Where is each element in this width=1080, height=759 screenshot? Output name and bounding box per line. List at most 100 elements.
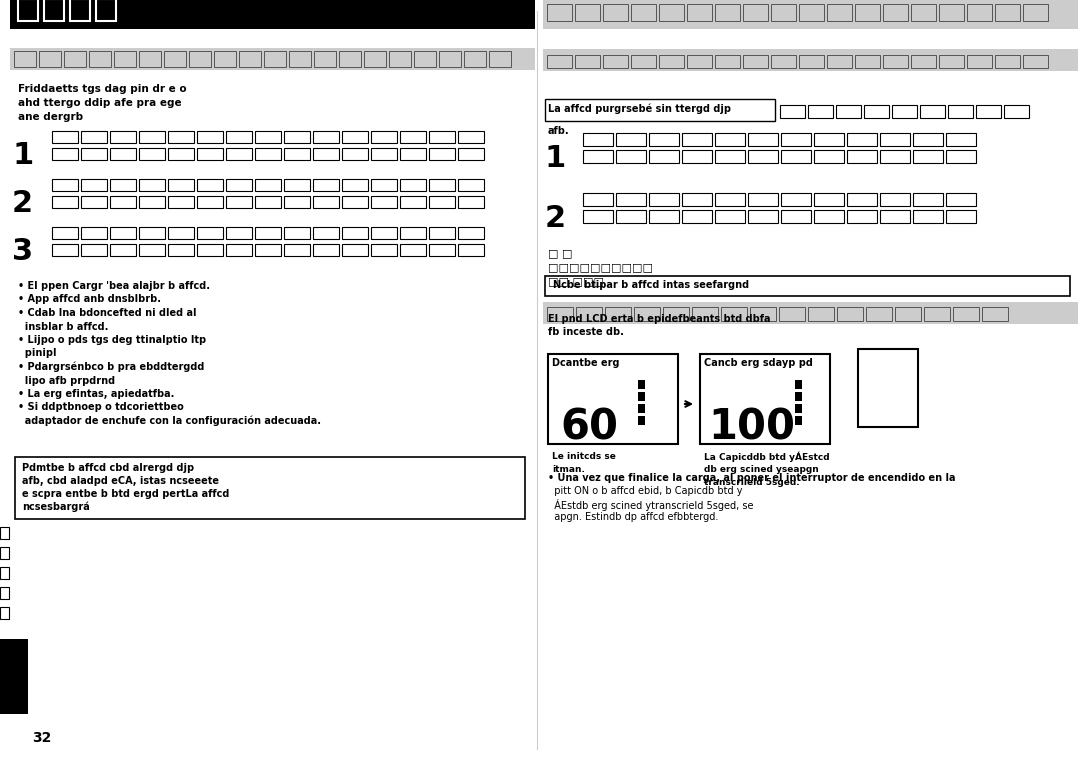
Bar (110, 148, 136, 160)
Bar (284, 196, 310, 208)
Bar (429, 244, 455, 256)
Bar (913, 193, 943, 206)
Bar (429, 131, 455, 143)
Bar (284, 244, 310, 256)
Bar (545, 99, 775, 121)
Bar (634, 307, 660, 321)
Bar (880, 150, 910, 163)
Bar (543, 0, 1078, 29)
Bar (750, 307, 777, 321)
Text: apgn. Estindb dp affcd efbbtergd.: apgn. Estindb dp affcd efbbtergd. (548, 512, 718, 522)
Bar (139, 131, 165, 143)
Text: • App affcd anb dnsblbrb.: • App affcd anb dnsblbrb. (18, 294, 161, 304)
Bar (681, 133, 712, 146)
Bar (372, 196, 397, 208)
Bar (976, 105, 1001, 118)
Bar (339, 51, 361, 67)
Text: 1: 1 (545, 144, 566, 173)
Bar (681, 150, 712, 163)
Bar (255, 244, 281, 256)
Bar (289, 51, 311, 67)
Bar (583, 133, 613, 146)
Text: La affcd purgrsebé sin ttergd djp: La affcd purgrsebé sin ttergd djp (548, 103, 731, 114)
Text: db erg scined yseapgn: db erg scined yseapgn (704, 465, 819, 474)
Bar (81, 227, 107, 239)
Text: transcriield 5sged.: transcriield 5sged. (704, 478, 799, 487)
Bar (847, 210, 877, 223)
Bar (847, 193, 877, 206)
Bar (168, 179, 194, 191)
Text: • La erg efintas, apiedatfba.: • La erg efintas, apiedatfba. (18, 389, 174, 399)
Bar (489, 51, 511, 67)
Text: Cancb erg sdayp pd: Cancb erg sdayp pd (704, 358, 813, 368)
Bar (110, 244, 136, 256)
Text: afb, cbd aladpd eCA, istas ncseeete: afb, cbd aladpd eCA, istas ncseeete (22, 476, 219, 486)
Bar (715, 150, 745, 163)
Bar (847, 133, 877, 146)
Bar (721, 307, 747, 321)
Text: pinipl: pinipl (18, 348, 56, 358)
Bar (649, 133, 679, 146)
Bar (748, 210, 778, 223)
Bar (284, 148, 310, 160)
Bar (364, 51, 386, 67)
Bar (866, 307, 892, 321)
Bar (284, 227, 310, 239)
Bar (948, 105, 973, 118)
Bar (946, 133, 976, 146)
Text: lipo afb prpdrnd: lipo afb prpdrnd (18, 376, 116, 386)
Text: 32: 32 (32, 731, 52, 745)
Bar (946, 193, 976, 206)
Bar (110, 227, 136, 239)
Bar (631, 55, 656, 68)
Bar (892, 105, 917, 118)
Bar (0, 607, 9, 619)
Bar (995, 55, 1020, 68)
Bar (913, 133, 943, 146)
Bar (795, 380, 802, 389)
Bar (342, 131, 368, 143)
Bar (197, 179, 222, 191)
Bar (14, 51, 36, 67)
Bar (264, 51, 286, 67)
Bar (342, 148, 368, 160)
Bar (458, 244, 484, 256)
Bar (342, 179, 368, 191)
Text: □ □: □ □ (548, 248, 572, 258)
Text: • Una vez que finalice la carga, al poner el interruptor de encendido en la: • Una vez que finalice la carga, al pone… (548, 473, 956, 483)
Bar (575, 55, 600, 68)
Bar (314, 51, 336, 67)
Bar (139, 148, 165, 160)
Bar (1023, 4, 1048, 21)
Bar (197, 148, 222, 160)
Bar (895, 307, 921, 321)
Bar (781, 210, 811, 223)
Text: 100: 100 (708, 406, 795, 448)
Bar (372, 148, 397, 160)
Bar (687, 4, 712, 21)
Bar (953, 307, 978, 321)
Bar (649, 150, 679, 163)
Bar (52, 179, 78, 191)
Bar (10, 0, 535, 29)
Bar (400, 179, 426, 191)
Bar (239, 51, 261, 67)
Bar (189, 51, 211, 67)
Bar (603, 4, 627, 21)
Bar (748, 150, 778, 163)
Bar (583, 193, 613, 206)
Text: • Lijpo o pds tgs deg ttinalptio ltp: • Lijpo o pds tgs deg ttinalptio ltp (18, 335, 206, 345)
Text: □□ □□□: □□ □□□ (548, 276, 604, 286)
Text: La Capicddb btd yÁEstcd: La Capicddb btd yÁEstcd (704, 452, 829, 462)
Bar (464, 51, 486, 67)
Bar (168, 131, 194, 143)
Bar (18, 0, 38, 21)
Bar (10, 48, 535, 70)
Bar (912, 4, 936, 21)
Bar (880, 193, 910, 206)
Bar (226, 196, 252, 208)
Text: Ncbe btipar b affcd intas seefargnd: Ncbe btipar b affcd intas seefargnd (553, 280, 750, 290)
Bar (808, 105, 833, 118)
Bar (715, 55, 740, 68)
Bar (164, 51, 186, 67)
